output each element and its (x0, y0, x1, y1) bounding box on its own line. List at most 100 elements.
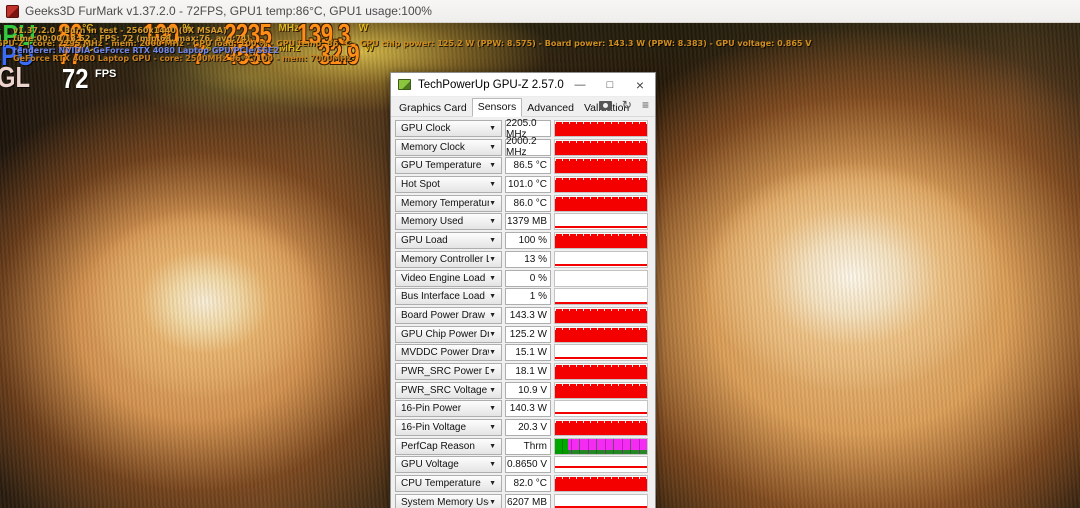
sensor-graph (554, 138, 648, 156)
sensor-graph-bar (555, 505, 647, 508)
sensor-label: Bus Interface Load (401, 291, 485, 303)
gpuz-app-icon (398, 79, 411, 90)
sensor-label: PWR_SRC Power Draw (401, 365, 490, 377)
osd-gpu-metric: 2235 MHz (224, 22, 299, 51)
sensor-dropdown[interactable]: MVDDC Power Draw ▼ (395, 344, 502, 362)
sensor-value: 20.3 V (505, 419, 551, 436)
sensor-graph-bar (555, 438, 647, 454)
sensor-dropdown[interactable]: Memory Clock ▼ (395, 138, 502, 156)
tab-sensors[interactable]: Sensors (471, 98, 523, 117)
sensor-row: Video Engine Load ▼ 0 % (395, 269, 648, 287)
sensor-label: MVDDC Power Draw (401, 347, 490, 359)
furmark-app-icon (6, 4, 19, 18)
sensor-value: 1 % (505, 288, 551, 306)
furmark-titlebar[interactable]: Geeks3D FurMark v1.37.2.0 - 72FPS, GPU1 … (0, 0, 1080, 23)
menu-icon[interactable]: ≡ (641, 98, 649, 112)
sensor-graph-bar (555, 301, 647, 304)
osd-metric-value: 2235 (224, 22, 272, 51)
sensor-value: 0 % (505, 269, 551, 287)
chevron-down-icon: ▼ (489, 311, 496, 319)
tab-graphics-card[interactable]: Graphics Card (399, 102, 467, 114)
fps-unit-label: FPS (95, 68, 117, 80)
chevron-down-icon: ▼ (489, 480, 496, 488)
sensor-graph (554, 437, 648, 455)
gpuz-tabs: Graphics CardSensorsAdvancedValidation ↻… (391, 97, 655, 117)
sensor-graph-bar (555, 477, 647, 492)
sensor-row: 16-Pin Voltage ▼ 20.3 V (395, 419, 648, 436)
sensor-graph-bar (555, 122, 647, 136)
sensor-dropdown[interactable]: GPU Voltage ▼ (395, 456, 502, 474)
sensor-dropdown[interactable]: CPU Temperature ▼ (395, 475, 502, 493)
chevron-down-icon: ▼ (489, 293, 496, 301)
sensor-value: 1379 MB (505, 213, 551, 231)
sensor-graph-bar (555, 264, 647, 267)
sensor-dropdown[interactable]: Hot Spot ▼ (395, 176, 502, 194)
close-button[interactable]: × (635, 76, 645, 93)
sensor-dropdown[interactable]: PerfCap Reason ▼ (395, 437, 502, 455)
sensor-graph (554, 157, 648, 175)
sensor-row: Memory Clock ▼ 2000.2 MHz (395, 136, 648, 158)
sensor-dropdown[interactable]: GPU Temperature ▼ (395, 157, 502, 175)
sensor-graph (554, 475, 648, 493)
sensor-value: 86.0 °C (505, 194, 551, 212)
sensor-graph-bar (555, 308, 647, 323)
screenshot-camera-icon[interactable] (598, 100, 612, 110)
chevron-down-icon: ▼ (489, 461, 496, 469)
tab-advanced[interactable]: Advanced (527, 102, 574, 114)
sensor-graph-bar (555, 412, 647, 415)
sensor-label: 16-Pin Voltage (401, 422, 467, 433)
sensor-label: Memory Used (401, 216, 464, 228)
sensor-dropdown[interactable]: 16-Pin Power ▼ (395, 400, 502, 418)
sensor-dropdown[interactable]: Memory Controller Load▼ (395, 250, 502, 268)
sensor-graph (554, 306, 648, 324)
sensor-graph (554, 493, 648, 508)
sensor-dropdown[interactable]: Memory Temperature ▼ (395, 194, 502, 212)
sensor-graph-bar (555, 140, 647, 155)
chevron-down-icon: ▼ (489, 125, 496, 132)
sensor-value: 140.3 W (505, 400, 551, 418)
sensor-value: Thrm (505, 437, 551, 455)
sensor-label: GPU Temperature (401, 160, 482, 172)
osd-metric-unit: % (182, 23, 192, 34)
sensor-value: 18.1 W (505, 362, 551, 380)
osd-cpu-values: 77°C 7% 4536 MHz 32.9 W (0, 39, 760, 71)
sensor-row: GPU Voltage ▼ 0.8650 V (395, 456, 648, 474)
chevron-down-icon: ▼ (489, 367, 496, 375)
sensor-dropdown[interactable]: GPU Clock ▼ (395, 120, 502, 137)
sensor-row: CPU Temperature ▼ 82.0 °C (395, 475, 648, 493)
sensor-row: Memory Controller Load▼13 % (395, 250, 648, 268)
sensor-label: Video Engine Load (401, 272, 486, 284)
sensor-dropdown[interactable]: Bus Interface Load ▼ (395, 288, 502, 306)
maximize-button[interactable]: □ (606, 78, 614, 91)
sensor-dropdown[interactable]: GPU Load ▼ (395, 232, 502, 250)
sensor-label: Memory Clock (401, 141, 465, 153)
sensor-graph (554, 176, 648, 194)
osd-metric-unit: °C (82, 23, 94, 34)
osd-metric-value: 32.9 (318, 39, 360, 71)
gpuz-titlebar[interactable]: TechPowerUp GPU-Z 2.57.0 — □ × (391, 73, 655, 97)
chevron-down-icon: ▼ (489, 162, 496, 170)
sensor-row: Memory Temperature ▼ 86.0 °C (395, 194, 648, 212)
sensor-graph-bar (555, 356, 647, 359)
sensor-dropdown[interactable]: System Memory Used▼ (395, 493, 502, 508)
sensor-dropdown[interactable]: PWR_SRC Voltage ▼ (395, 381, 502, 399)
sensor-graph (554, 232, 648, 250)
sensor-dropdown[interactable]: Memory Used ▼ (395, 213, 502, 231)
gpuz-window: TechPowerUp GPU-Z 2.57.0 — □ × Graphics … (390, 72, 656, 508)
sensor-dropdown[interactable]: 16-Pin Voltage ▼ (395, 419, 502, 436)
osd-benchmark-info-line: v1.37.2.0 - Burn in test - 2560x1440 (0X… (13, 26, 227, 35)
sensor-dropdown[interactable]: Board Power Draw ▼ (395, 306, 502, 324)
sensor-row: GPU Temperature ▼ 86.5 °C (395, 157, 648, 175)
osd-metric-unit: W (364, 43, 374, 54)
osd-metric-value: 77 (58, 39, 82, 71)
chevron-down-icon: ▼ (489, 237, 496, 245)
sensor-graph (554, 213, 648, 231)
sensor-dropdown[interactable]: PWR_SRC Power Draw▼ (395, 362, 502, 380)
sensor-dropdown[interactable]: GPU Chip Power Draw▼ (395, 325, 502, 343)
minimize-button[interactable]: — (574, 78, 586, 91)
sensor-value: 0.8650 V (505, 456, 551, 474)
sensor-graph-bar (555, 466, 647, 469)
osd-cpu-label: CPU (0, 40, 35, 72)
sensor-dropdown[interactable]: Video Engine Load ▼ (395, 269, 502, 287)
refresh-icon[interactable]: ↻ (621, 98, 632, 112)
